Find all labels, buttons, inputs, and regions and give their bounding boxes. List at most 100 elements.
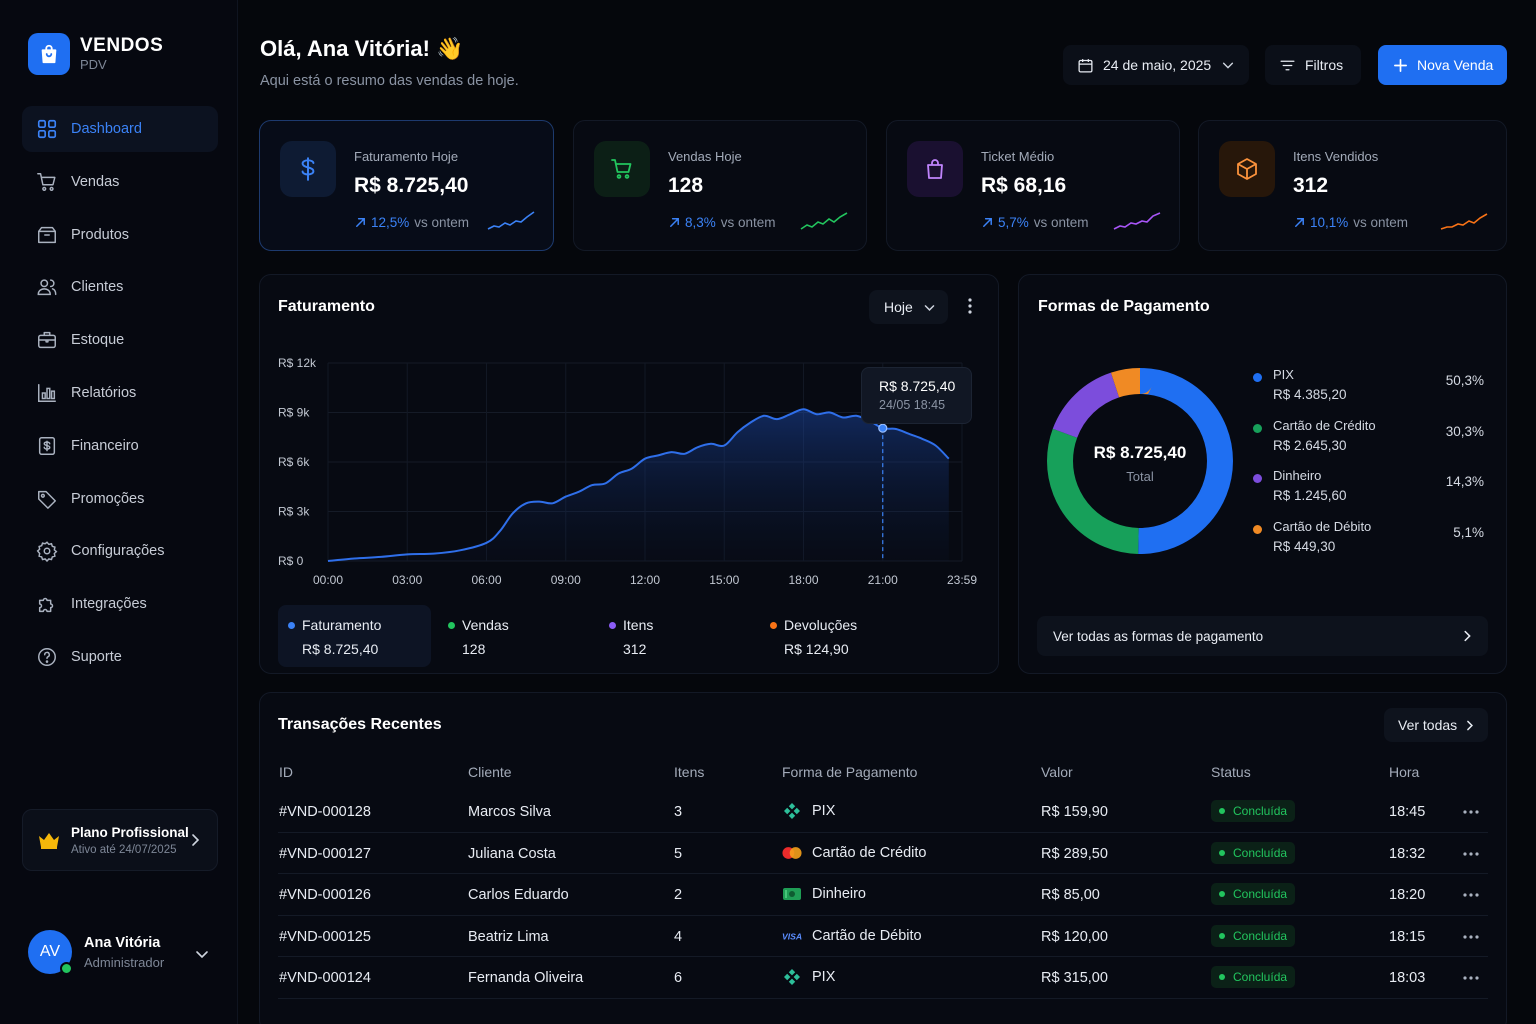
view-all-payments-label: Ver todas as formas de pagamento [1053,628,1264,644]
x-tick-label: 21:00 [868,573,898,587]
table-row[interactable]: #VND-000127 Juliana Costa 5 Cartão de Cr… [278,833,1488,874]
sparkline [800,212,848,230]
kpi-trend: 5,7% vs ontem [981,215,1089,230]
more-horizontal-icon[interactable] [1462,892,1480,898]
sidebar-item-estoque[interactable]: Estoque [22,317,218,363]
cell-value: R$ 315,00 [1041,970,1108,986]
cell-time: 18:32 [1389,845,1426,862]
new-sale-button[interactable]: Nova Venda [1378,45,1507,85]
legend-devolucoes[interactable]: Devoluções R$ 124,90 [760,605,910,667]
brand-title: VENDOS [80,35,164,56]
trend-up-icon [983,218,992,227]
sidebar-item-label: Vendas [71,173,120,190]
plus-icon [1394,58,1407,72]
payment-name: Cartão de Crédito [1273,418,1376,433]
status-label: Concluída [1233,928,1288,943]
plan-card[interactable]: Plano Profissional Ativo até 24/07/2025 [22,809,218,871]
sidebar-item-financeiro[interactable]: Financeiro [22,423,218,469]
table-row[interactable]: #VND-000124 Fernanda Oliveira 6 PIX R$ 3… [278,957,1488,999]
transactions-title: Transações Recentes [278,716,442,733]
sidebar-item-suporte[interactable]: Suporte [22,634,218,680]
y-tick-label: R$ 12k [278,356,317,370]
cart-icon [594,141,650,197]
column-header-items[interactable]: Itens [674,764,705,780]
legend-value: 312 [623,641,647,657]
kpi-label: Ticket Médio [981,149,1055,164]
date-picker-button[interactable]: 24 de maio, 2025 [1063,45,1249,85]
sidebar-item-produtos[interactable]: Produtos [22,212,218,258]
revenue-line [327,408,950,562]
legend-itens[interactable]: Itens 312 [599,605,749,667]
cell-payment-method: PIX [782,969,835,985]
column-header-payment[interactable]: Forma de Pagamento [782,764,918,780]
filter-icon [1280,60,1295,70]
tooltip-value: R$ 8.725,40 [879,378,956,394]
donut-slice[interactable] [1047,368,1233,554]
user-profile[interactable]: AV Ana Vitória Administrador [28,930,218,975]
more-horizontal-icon[interactable] [1462,851,1480,857]
kpi-card-revenue[interactable]: Faturamento Hoje R$ 8.725,40 12,5% vs on… [259,120,554,251]
column-header-id[interactable]: ID [279,764,293,780]
kpi-card-items[interactable]: Itens Vendidos 312 10,1% vs ontem [1198,120,1507,251]
column-header-client[interactable]: Cliente [468,764,512,780]
chart-tooltip: R$ 8.725,40 24/05 18:45 [861,367,972,424]
view-all-payments-link[interactable]: Ver todas as formas de pagamento [1037,616,1488,656]
more-vertical-icon[interactable] [962,296,978,316]
cell-client: Juliana Costa [468,845,556,862]
sidebar-item-label: Integrações [71,596,147,613]
kpi-card-sales[interactable]: Vendas Hoje 128 8,3% vs ontem [573,120,867,251]
column-header-value[interactable]: Valor [1041,764,1073,780]
column-header-status[interactable]: Status [1211,764,1251,780]
dollar-icon [38,436,56,455]
more-horizontal-icon[interactable] [1462,934,1480,940]
more-horizontal-icon[interactable] [1462,975,1480,981]
sidebar-item-label: Clientes [71,279,124,296]
cell-id: #VND-000127 [279,845,371,862]
sidebar-item-configuracoes[interactable]: Configurações [22,528,218,574]
column-header-time[interactable]: Hora [1389,764,1420,780]
payments-card [1018,274,1507,674]
sidebar-item-dashboard[interactable]: Dashboard [22,106,218,152]
legend-dot [288,622,295,629]
legend-faturamento[interactable]: Faturamento R$ 8.725,40 [278,605,431,667]
table-row[interactable]: #VND-000128 Marcos Silva 3 PIX R$ 159,90… [278,791,1488,833]
period-select[interactable]: Hoje [869,290,948,324]
calendar-icon [1078,58,1093,73]
payments-donut [1047,368,1233,554]
sidebar-item-promocoes[interactable]: Promoções [22,476,218,522]
y-tick-label: R$ 6k [278,455,310,469]
filters-button[interactable]: Filtros [1265,45,1361,85]
more-horizontal-icon[interactable] [1462,809,1480,815]
sidebar-item-label: Financeiro [71,437,139,454]
cell-items: 5 [674,845,683,862]
status-badge: Concluída [1211,841,1296,864]
sidebar-item-vendas[interactable]: Vendas [22,159,218,205]
legend-value: 128 [462,641,486,657]
sidebar-item-relatorios[interactable]: Relatórios [22,370,218,416]
table-row[interactable]: #VND-000126 Carlos Eduardo 2 Dinheiro R$… [278,874,1488,916]
kpi-card-ticket[interactable]: Ticket Médio R$ 68,16 5,7% vs ontem [886,120,1180,251]
kpi-change-suffix: vs ontem [1353,215,1409,230]
user-name: Ana Vitória [84,934,161,951]
table-row[interactable]: #VND-000125 Beatriz Lima 4 VISA Cartão d… [278,916,1488,957]
marker-dot[interactable] [878,423,888,433]
sidebar-item-clientes[interactable]: Clientes [22,264,218,310]
brand-logo[interactable]: VENDOS PDV [28,33,163,75]
legend-vendas[interactable]: Vendas 128 [438,605,588,667]
sidebar-item-label: Configurações [71,543,165,560]
x-tick-label: 09:00 [551,573,581,587]
cell-value: R$ 85,00 [1041,887,1100,903]
payment-amount: R$ 4.385,20 [1273,387,1347,402]
box-icon [38,226,56,243]
sidebar-item-integracoes[interactable]: Integrações [22,581,218,627]
gear-icon [36,541,58,563]
legend-name: Faturamento [302,617,382,633]
view-all-label: Ver todas [1398,717,1458,733]
package-icon [1219,141,1275,197]
legend-value: R$ 124,90 [784,641,849,657]
view-all-transactions-button[interactable]: Ver todas [1384,708,1488,742]
donut-slice[interactable] [1047,368,1233,554]
sparkline [1113,212,1161,230]
legend-name: Devoluções [784,617,858,633]
